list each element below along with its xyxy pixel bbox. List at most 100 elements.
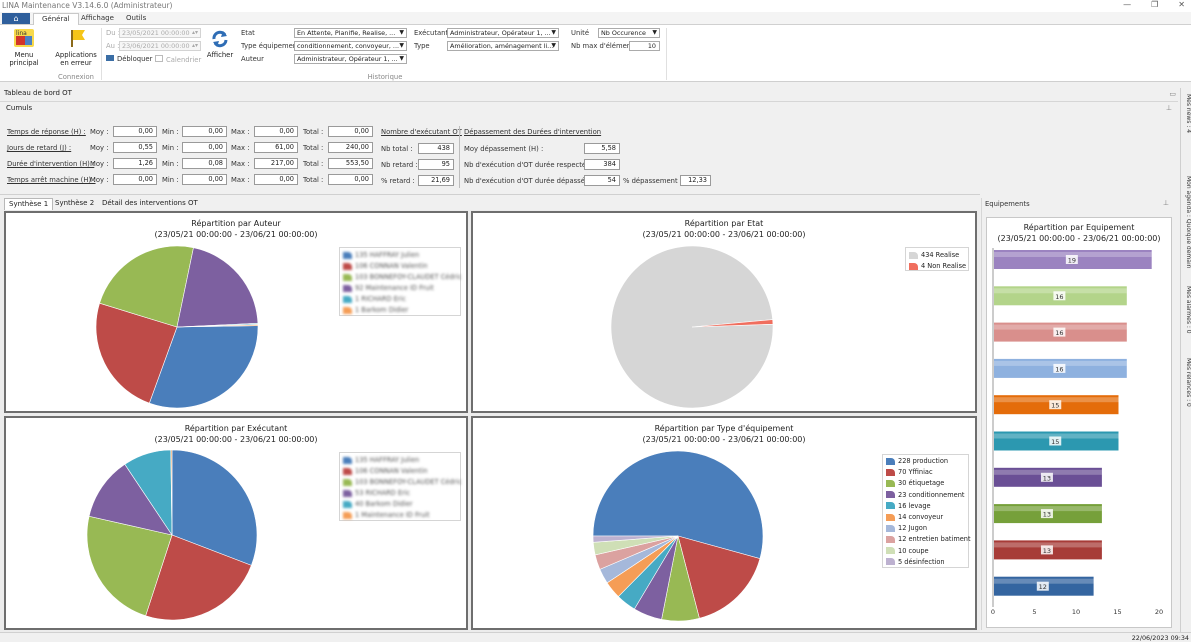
legend-label: 16 levage — [898, 501, 931, 510]
lina-logo-icon: lina — [14, 29, 34, 47]
max-value: 217,00 — [254, 158, 298, 169]
legend-swatch — [343, 262, 352, 270]
svg-text:lina: lina — [16, 30, 27, 37]
tab-synthese-1[interactable]: Synthèse 1 — [4, 198, 54, 210]
legend-swatch — [343, 500, 352, 508]
dropdown-arrow-icon: ▼ — [399, 29, 404, 36]
pie-slice — [145, 534, 252, 621]
legend-swatch — [343, 273, 352, 281]
applications-en-erreur-button[interactable]: Applications en erreur — [54, 27, 98, 67]
right-side-tabs: Mes news : 4 Mon agenda : Quoique demain… — [1180, 88, 1191, 633]
pie-slice — [592, 535, 679, 543]
legend-swatch — [343, 284, 352, 292]
chart-auteur-panel: Répartition par Auteur (23/05/21 00:00:0… — [4, 211, 468, 413]
min-label: Min : — [162, 144, 179, 152]
moy-label: Moy : — [90, 144, 109, 152]
tab-detail-interventions[interactable]: Détail des interventions OT — [102, 199, 198, 207]
home-tab[interactable]: ⌂ — [2, 13, 30, 24]
tab-outils[interactable]: Outils — [126, 14, 147, 22]
legend-item: 106 CONNAN Valentin — [343, 467, 428, 476]
tab-mes-relances[interactable]: Mes relances : 0 — [1185, 358, 1191, 407]
nb-depassee-label: Nb d'exécution d'OT durée dépassée : — [464, 177, 594, 185]
legend-swatch — [886, 468, 895, 476]
type-label: Type — [414, 42, 430, 50]
data-label: 13 — [1043, 474, 1051, 482]
pct-depassement-value: 12,33 — [680, 175, 711, 186]
afficher-button[interactable]: Afficher — [204, 29, 236, 59]
legend-swatch — [886, 479, 895, 487]
pie-chart-type-equipement — [592, 450, 764, 622]
ribbon-separator — [101, 28, 102, 80]
home-icon: ⌂ — [13, 14, 19, 23]
data-label-bg — [1065, 255, 1078, 264]
restore-panel-icon[interactable]: ▭ — [1169, 90, 1176, 98]
dropdown-arrow-icon: ▼ — [652, 29, 657, 36]
legend-label: 103 BONNEFOY-CLAUDET Cédric — [355, 273, 462, 281]
legend-swatch — [343, 511, 352, 519]
debloquer-button[interactable]: Débloquer — [106, 55, 152, 63]
pin-icon[interactable]: ⊥ — [1165, 104, 1172, 112]
moy-depassement-label: Moy dépassement (H) : — [464, 145, 544, 153]
close-icon[interactable]: ✕ — [1178, 0, 1185, 9]
tab-mes-alarmes[interactable]: Mes alarmes : 0 — [1185, 286, 1191, 334]
pin-icon[interactable]: ⊥ — [1162, 199, 1169, 207]
minimize-icon[interactable]: — — [1123, 0, 1132, 9]
nb-max-input[interactable]: 10 — [629, 41, 660, 51]
chart-period: (23/05/21 00:00:00 - 23/06/21 00:00:00) — [997, 234, 1161, 243]
du-date-field[interactable]: 23/05/2021 00:00:00 ▴▾ — [119, 28, 201, 38]
executant-select[interactable]: Administrateur, Opérateur 1, ... ▼ — [447, 28, 559, 38]
tab-mon-agenda[interactable]: Mon agenda : Quoique demain — [1185, 176, 1191, 269]
etat-select[interactable]: En Attente, Planifie, Realise, ... ▼ — [294, 28, 407, 38]
auteur-label: Auteur — [241, 55, 264, 63]
pie-chart-executant — [86, 449, 258, 621]
legend-item: 92 Maintenance ID Fruit — [343, 284, 434, 293]
pie-slice — [88, 463, 173, 536]
pie-slice — [95, 302, 178, 404]
unite-select[interactable]: Nb Occurence ▼ — [598, 28, 660, 38]
data-label: 16 — [1055, 329, 1063, 337]
legend-label: 5 désinfection — [898, 557, 945, 566]
pie-slice — [148, 325, 259, 409]
max-value: 0,00 — [254, 126, 298, 137]
data-label: 16 — [1055, 365, 1063, 373]
legend-label: 70 Yffiniac — [898, 468, 933, 477]
legend-item: 30 étiquetage — [886, 479, 944, 488]
legend-swatch — [343, 467, 352, 475]
legend-swatch — [886, 558, 895, 566]
pie-slice — [171, 449, 258, 566]
legend-label: 4 Non Realise — [921, 262, 967, 270]
data-label: 12 — [1039, 583, 1047, 591]
type-select[interactable]: Amélioration, aménagement li... ▼ — [447, 41, 559, 51]
legend-swatch — [886, 524, 895, 532]
historique-group-label: Historique — [367, 73, 403, 81]
legend-item: 5 désinfection — [886, 558, 945, 567]
total-value: 553,50 — [328, 158, 373, 169]
chart-period: (23/05/21 00:00:00 - 23/06/21 00:00:00) — [154, 435, 318, 444]
legend-swatch — [909, 262, 918, 270]
equipements-title: Equipements — [985, 200, 1030, 208]
chart-executant-panel: Répartition par Exécutant (23/05/21 00:0… — [4, 416, 468, 630]
legend-label: 106 CONNAN Valentin — [355, 262, 428, 270]
calendrier-button[interactable]: Calendrier — [155, 55, 201, 64]
tab-mes-news[interactable]: Mes news : 4 — [1185, 94, 1191, 134]
auteur-select[interactable]: Administrateur, Opérateur 1, ... ▼ — [294, 54, 407, 64]
legend-swatch — [886, 535, 895, 543]
menu-principal-button[interactable]: lina Menu principal — [2, 27, 46, 67]
tab-general[interactable]: Général — [33, 13, 79, 25]
legend-swatch — [886, 457, 895, 465]
pie-slice — [176, 247, 259, 328]
type-equipement-select[interactable]: conditionnement, convoyeur, ... ▼ — [294, 41, 407, 51]
legend-item: 228 production — [886, 457, 948, 466]
legend-swatch — [886, 491, 895, 499]
connexion-group-label: Connexion — [58, 73, 94, 81]
legend-label: 434 Realise — [921, 251, 960, 259]
dropdown-arrow-icon: ▼ — [551, 29, 556, 36]
restore-icon[interactable]: ❐ — [1151, 0, 1159, 9]
cumul-row-label: Jours de retard (J) : — [7, 144, 72, 152]
au-date-field[interactable]: 23/06/2021 00:00:00 ▴▾ — [119, 41, 201, 51]
tab-synthese-2[interactable]: Synthèse 2 — [55, 199, 95, 207]
legend-item: 1 Barkom Didier — [343, 306, 408, 315]
tab-affichage[interactable]: Affichage — [81, 14, 114, 22]
data-label: 13 — [1043, 511, 1051, 519]
data-label-bg — [1036, 581, 1049, 591]
